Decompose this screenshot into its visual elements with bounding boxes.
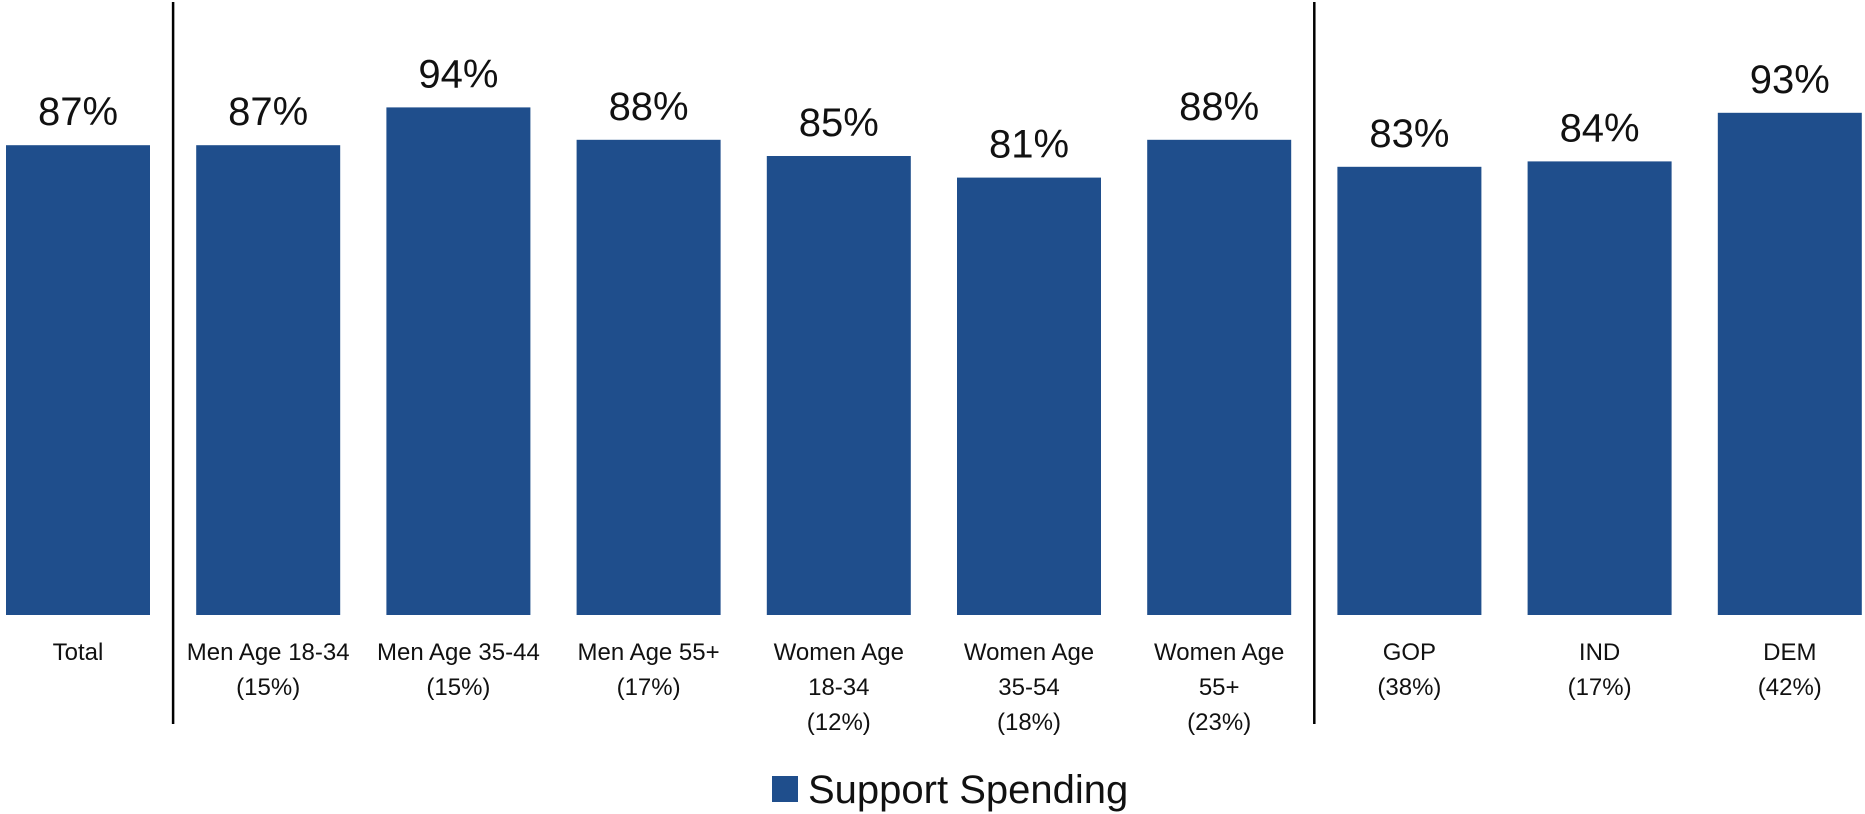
category-label: (23%): [1187, 709, 1251, 736]
category-label: Women Age: [774, 639, 904, 666]
bar-value-label: 87%: [228, 90, 308, 134]
bar: [576, 139, 721, 616]
bar: [1147, 139, 1292, 616]
category-label: 35-54: [998, 674, 1059, 701]
bar: [6, 145, 150, 615]
category-label: GOP: [1383, 639, 1436, 666]
category-label: (12%): [807, 709, 871, 736]
bar: [1527, 161, 1672, 615]
bar-value-label: 83%: [1369, 112, 1449, 156]
category-label: (38%): [1377, 674, 1441, 701]
category-label: (42%): [1758, 674, 1822, 701]
group-dividers: [171, 2, 1316, 724]
category-label: (15%): [426, 674, 490, 701]
legend-swatch: [772, 776, 798, 802]
bar-value-label: 87%: [38, 90, 118, 134]
legend-label: Support Spending: [808, 768, 1128, 812]
category-label: (15%): [236, 674, 300, 701]
bars-group: [6, 107, 1862, 616]
bar: [1717, 112, 1862, 616]
bar-value-label: 88%: [1179, 85, 1259, 129]
bar: [766, 156, 911, 615]
bar: [957, 177, 1101, 615]
bar-value-label: 84%: [1560, 106, 1640, 150]
bar-value-label: 93%: [1750, 58, 1830, 102]
category-label: DEM: [1763, 639, 1816, 666]
legend: Support Spending: [772, 768, 1128, 812]
category-label: Men Age 55+: [578, 639, 720, 666]
bar: [196, 145, 341, 615]
bar-value-label: 85%: [799, 101, 879, 145]
bar: [1337, 166, 1482, 616]
category-label: Men Age 18-34: [187, 639, 350, 666]
bar: [386, 107, 531, 616]
category-label: Total: [53, 639, 104, 666]
bar-value-label: 94%: [418, 52, 498, 96]
category-label: Men Age 35-44: [377, 639, 540, 666]
value-labels-group: 87% 87% 94% 88% 85% 81% 88% 83% 84% 93%: [38, 52, 1830, 166]
category-label: (17%): [617, 674, 681, 701]
category-label: Women Age: [964, 639, 1094, 666]
category-labels-group: Total Men Age 18-34 (15%) Men Age 35-44 (15%…: [53, 639, 1822, 736]
category-label: 18-34: [808, 674, 869, 701]
category-label: Women Age: [1154, 639, 1284, 666]
category-label: (17%): [1568, 674, 1632, 701]
bar-value-label: 81%: [989, 123, 1069, 167]
category-label: IND: [1579, 639, 1620, 666]
bar-value-label: 88%: [609, 85, 689, 129]
category-label: (18%): [997, 709, 1061, 736]
category-label: 55+: [1199, 674, 1240, 701]
